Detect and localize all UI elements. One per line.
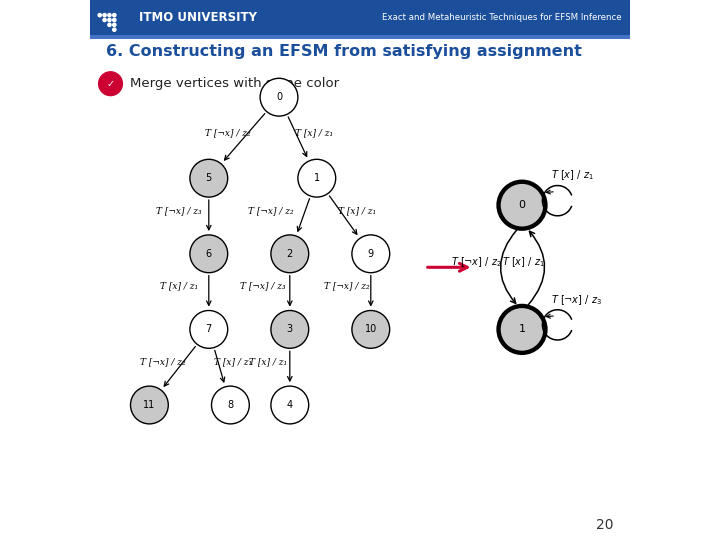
- Circle shape: [112, 28, 116, 31]
- Text: T [¬x] / z₂: T [¬x] / z₂: [248, 206, 294, 215]
- Bar: [90, 0, 630, 35]
- Text: 0: 0: [276, 92, 282, 102]
- Circle shape: [212, 386, 249, 424]
- Text: 2: 2: [287, 249, 293, 259]
- Text: 20: 20: [596, 518, 613, 532]
- Circle shape: [112, 23, 116, 26]
- Text: 6: 6: [206, 249, 212, 259]
- Circle shape: [112, 18, 116, 22]
- Text: 7: 7: [206, 325, 212, 334]
- Text: T [¬x] / z₃: T [¬x] / z₃: [240, 282, 286, 291]
- Text: T [¬x] / z₂: T [¬x] / z₂: [205, 128, 251, 137]
- Circle shape: [108, 14, 111, 17]
- Circle shape: [499, 307, 544, 352]
- Circle shape: [271, 310, 309, 348]
- Text: 9: 9: [368, 249, 374, 259]
- Circle shape: [99, 72, 122, 96]
- Circle shape: [130, 386, 168, 424]
- Circle shape: [190, 235, 228, 273]
- Text: T [¬x] / z₃: T [¬x] / z₃: [156, 206, 202, 215]
- Circle shape: [271, 235, 309, 273]
- Text: T [x] / z₁: T [x] / z₁: [249, 357, 287, 366]
- Text: Merge vertices with same color: Merge vertices with same color: [130, 77, 340, 90]
- Text: T [¬x] / z₂: T [¬x] / z₂: [140, 357, 186, 366]
- Circle shape: [108, 18, 111, 22]
- Text: ITMO UNIVERSITY: ITMO UNIVERSITY: [138, 11, 256, 24]
- Text: 10: 10: [364, 325, 377, 334]
- Text: ✓: ✓: [107, 79, 114, 89]
- Circle shape: [190, 310, 228, 348]
- Text: T [x] / z₁: T [x] / z₁: [160, 282, 198, 291]
- Circle shape: [298, 159, 336, 197]
- Text: 3: 3: [287, 325, 293, 334]
- Circle shape: [108, 23, 111, 26]
- Text: $T\ [x]\ /\ z_1$: $T\ [x]\ /\ z_1$: [502, 255, 545, 269]
- Circle shape: [496, 179, 548, 231]
- Circle shape: [496, 303, 548, 355]
- Circle shape: [190, 159, 228, 197]
- Circle shape: [103, 18, 107, 22]
- Text: T [x] / z₁: T [x] / z₁: [338, 206, 377, 215]
- Text: 11: 11: [143, 400, 156, 410]
- Circle shape: [352, 310, 390, 348]
- Bar: [90, 35, 630, 39]
- Text: 4: 4: [287, 400, 293, 410]
- Circle shape: [103, 14, 107, 17]
- Text: T [¬x] / z₂: T [¬x] / z₂: [324, 282, 369, 291]
- Text: 8: 8: [228, 400, 233, 410]
- Text: 5: 5: [206, 173, 212, 183]
- Circle shape: [260, 78, 298, 116]
- Text: Exact and Metaheuristic Techniques for EFSM Inference: Exact and Metaheuristic Techniques for E…: [382, 14, 622, 22]
- Circle shape: [271, 386, 309, 424]
- Text: T [x] / z₁: T [x] / z₁: [295, 128, 333, 137]
- Text: 1: 1: [314, 173, 320, 183]
- Circle shape: [98, 14, 102, 17]
- Text: $T\ [\neg x]\ /\ z_2$: $T\ [\neg x]\ /\ z_2$: [451, 255, 501, 269]
- Circle shape: [499, 183, 544, 228]
- Text: $T\ [\neg x]\ /\ z_3$: $T\ [\neg x]\ /\ z_3$: [552, 293, 602, 307]
- Circle shape: [352, 235, 390, 273]
- Circle shape: [112, 14, 116, 17]
- Text: $T\ [x]\ /\ z_1$: $T\ [x]\ /\ z_1$: [552, 168, 594, 183]
- Text: 1: 1: [518, 325, 526, 334]
- Text: T [x] / z₁: T [x] / z₁: [214, 357, 252, 366]
- Text: 0: 0: [518, 200, 526, 210]
- Text: 6. Constructing an EFSM from satisfying assignment: 6. Constructing an EFSM from satisfying …: [107, 44, 582, 59]
